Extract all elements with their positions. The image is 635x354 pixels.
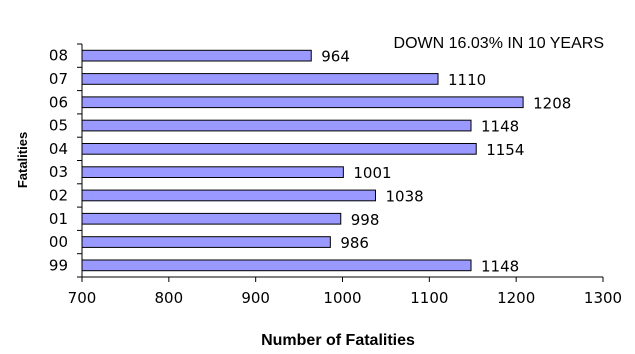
bar — [81, 259, 472, 272]
bar — [81, 73, 439, 85]
x-axis-title: Number of Fatalities — [261, 332, 415, 349]
bar-value-label: 1110 — [448, 71, 486, 89]
bar — [81, 212, 342, 225]
y-category-label: 99 — [49, 256, 68, 274]
y-category-label: 01 — [49, 210, 68, 228]
bar — [81, 166, 344, 179]
y-category-label: 06 — [49, 93, 68, 111]
chart-subtitle: DOWN 16.03% IN 10 YEARS — [394, 35, 604, 52]
y-axis-title: Fatalities — [15, 132, 30, 188]
bar-value-label: 1001 — [353, 164, 391, 182]
x-tick-label: 700 — [68, 289, 97, 307]
bar — [81, 236, 331, 248]
y-category-label: 08 — [49, 47, 68, 65]
bar — [81, 96, 524, 109]
y-category-label: 07 — [49, 70, 68, 88]
y-category-label: 02 — [49, 186, 68, 204]
y-category-label: 00 — [49, 233, 68, 251]
bar — [81, 142, 477, 155]
bar-value-label: 1038 — [385, 187, 423, 205]
x-tick-label: 1200 — [497, 289, 535, 307]
bar-value-label: 1148 — [481, 118, 519, 136]
x-tick-label: 900 — [241, 289, 270, 307]
x-tick-label: 800 — [155, 289, 184, 307]
y-category-label: 04 — [49, 140, 68, 158]
bar — [81, 49, 312, 62]
bar-value-label: 1148 — [481, 257, 519, 275]
bar-value-label: 1208 — [533, 94, 571, 112]
bar-value-label: 986 — [340, 234, 369, 252]
bar-value-label: 1154 — [486, 141, 524, 159]
x-tick-label: 1100 — [410, 289, 448, 307]
bar-value-label: 964 — [321, 48, 350, 66]
y-category-label: 05 — [49, 117, 68, 135]
bar — [81, 119, 472, 132]
bar — [81, 189, 376, 202]
x-tick-label: 1300 — [584, 289, 622, 307]
y-category-label: 03 — [49, 163, 68, 181]
x-tick-label: 1000 — [323, 289, 361, 307]
bar-value-label: 998 — [351, 211, 380, 229]
plot-area: 700 800 900 1000 1100 1200 1300 08 964 07 1110 06 12… — [49, 43, 622, 307]
